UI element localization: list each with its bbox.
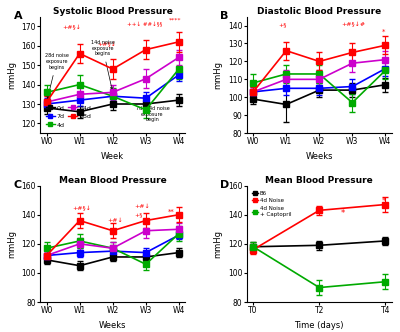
X-axis label: Weeks: Weeks	[306, 152, 333, 161]
Text: 7d & 4d noise
exposure
begin: 7d & 4d noise exposure begin	[136, 106, 169, 123]
Text: +#§↓#: +#§↓#	[341, 23, 365, 28]
Legend: 0d, 7d, 4d, 14d, 28d: 0d, 7d, 4d, 14d, 28d	[43, 103, 94, 130]
X-axis label: Weeks: Weeks	[99, 321, 126, 330]
Text: +#§↓: +#§↓	[62, 25, 82, 30]
Text: +#↓: +#↓	[134, 204, 150, 209]
Legend: B6, 4d Noise, 4d Noise
+ Captopril: B6, 4d Noise, 4d Noise + Captopril	[249, 188, 294, 219]
Title: Diastolic Blood Pressure: Diastolic Blood Pressure	[257, 7, 381, 16]
Text: D: D	[220, 180, 230, 190]
Text: A: A	[14, 11, 22, 21]
Text: B: B	[220, 11, 229, 21]
Text: +#§↓: +#§↓	[72, 207, 91, 211]
Text: ++↓ ##↓§§: ++↓ ##↓§§	[127, 23, 162, 28]
Title: Mean Blood Pressure: Mean Blood Pressure	[265, 176, 373, 185]
Text: **: **	[168, 209, 175, 215]
Text: 14d noise
exposure
begins: 14d noise exposure begins	[91, 40, 115, 89]
X-axis label: Time (days): Time (days)	[294, 321, 344, 330]
Text: *: *	[382, 197, 386, 206]
Text: *: *	[382, 28, 385, 34]
Text: +#§↓: +#§↓	[98, 42, 116, 47]
Y-axis label: mmHg: mmHg	[7, 230, 16, 258]
Text: C: C	[14, 180, 22, 190]
Text: +#↓: +#↓	[107, 218, 123, 223]
Text: ****: ****	[169, 18, 182, 23]
Y-axis label: mmHg: mmHg	[7, 61, 16, 89]
Text: 28d noise
exposure
begins: 28d noise exposure begins	[44, 53, 68, 99]
Text: *: *	[341, 209, 345, 218]
Y-axis label: mmHg: mmHg	[213, 61, 222, 89]
Text: +§: +§	[134, 212, 143, 217]
Y-axis label: mmHg: mmHg	[213, 230, 222, 258]
Text: +§: +§	[278, 23, 287, 28]
X-axis label: Week: Week	[101, 152, 124, 161]
Title: Systolic Blood Pressure: Systolic Blood Pressure	[53, 7, 173, 16]
Title: Mean Blood Pressure: Mean Blood Pressure	[59, 176, 167, 185]
